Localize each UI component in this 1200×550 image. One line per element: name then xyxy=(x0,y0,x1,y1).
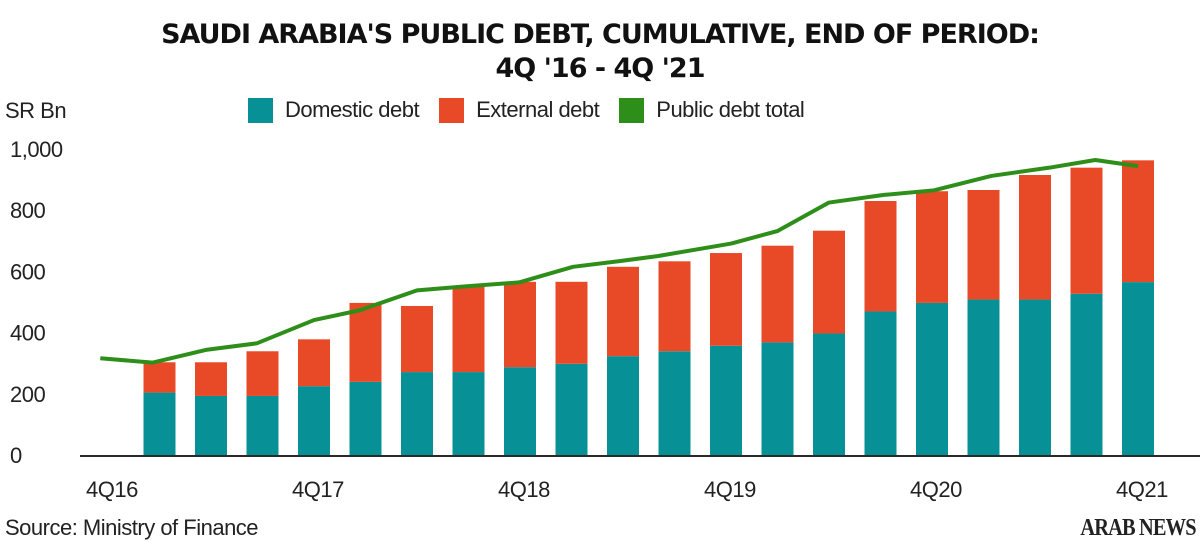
title-line-1: SAUDI ARABIA'S PUBLIC DEBT, CUMULATIVE, … xyxy=(161,19,1040,50)
bar-external xyxy=(1070,167,1103,294)
bar-external xyxy=(452,286,485,373)
y-tick-label: 200 xyxy=(10,382,45,407)
bar-domestic xyxy=(813,333,845,455)
bar-external xyxy=(401,305,433,373)
bar-domestic xyxy=(298,386,330,455)
bar-domestic xyxy=(864,311,897,455)
bar-external xyxy=(658,261,691,352)
bar-domestic xyxy=(401,372,433,455)
bar-domestic xyxy=(916,302,948,455)
bar-domestic xyxy=(761,342,794,455)
bar-domestic xyxy=(452,372,485,455)
bar-external xyxy=(967,190,1000,300)
source-note: Source: Ministry of Finance xyxy=(5,515,259,540)
y-tick-label: 800 xyxy=(10,198,45,223)
title-line-2: 4Q '16 - 4Q '21 xyxy=(495,53,706,84)
bar-domestic xyxy=(246,395,279,455)
y-axis-unit: SR Bn xyxy=(5,98,67,123)
x-tick-label: 4Q18 xyxy=(498,477,550,502)
legend-item-domestic: Domestic debt xyxy=(248,97,420,123)
bar-external xyxy=(916,191,948,303)
legend-item-total: Public debt total xyxy=(619,97,805,123)
bar-domestic xyxy=(1122,282,1154,455)
arab-news-logo: ARAB NEWS xyxy=(1080,515,1197,541)
bar-domestic xyxy=(143,392,176,455)
x-tick-label: 4Q16 xyxy=(86,477,138,502)
bar-domestic xyxy=(607,356,639,455)
bar-external xyxy=(143,362,176,393)
legend-label-total: Public debt total xyxy=(656,97,805,122)
legend-label-external: External debt xyxy=(476,97,600,122)
bar-domestic xyxy=(349,381,382,455)
bar-external xyxy=(504,281,536,368)
chart-title: SAUDI ARABIA'S PUBLIC DEBT, CUMULATIVE, … xyxy=(0,18,1200,86)
bar-domestic xyxy=(504,367,536,455)
y-tick-label: 0 xyxy=(10,443,22,468)
bar-external xyxy=(1122,160,1154,283)
x-tick-label: 4Q20 xyxy=(910,477,962,502)
legend-swatch-domestic xyxy=(248,97,273,123)
bar-external xyxy=(761,245,794,343)
x-tick-label: 4Q19 xyxy=(704,477,756,502)
legend-swatch-total xyxy=(619,97,645,123)
y-tick-label: 600 xyxy=(10,259,45,284)
y-tick-label: 1,000 xyxy=(10,137,63,162)
bar-domestic xyxy=(1019,299,1051,455)
bar-external xyxy=(298,339,330,387)
bar-domestic xyxy=(555,363,588,455)
bar-external xyxy=(607,266,639,357)
x-tick-label: 4Q17 xyxy=(292,477,344,502)
bar-domestic xyxy=(710,345,742,455)
legend-item-external: External debt xyxy=(439,97,600,123)
bar-domestic xyxy=(195,395,227,455)
bar-external xyxy=(813,230,845,334)
bar-external xyxy=(555,281,588,364)
bar-external xyxy=(864,201,897,312)
bar-external xyxy=(246,351,279,396)
legend-label-domestic: Domestic debt xyxy=(285,97,420,122)
bar-domestic xyxy=(967,299,1000,455)
bar-external xyxy=(1019,175,1051,300)
y-tick-label: 400 xyxy=(10,321,45,346)
bar-external xyxy=(195,362,227,396)
legend-swatch-external xyxy=(439,97,465,123)
bar-external xyxy=(349,302,382,382)
x-tick-label: 4Q21 xyxy=(1116,477,1168,502)
bar-external xyxy=(710,253,742,346)
legend: Domestic debt External debt Public debt … xyxy=(248,97,824,123)
bar-domestic xyxy=(1070,293,1103,455)
bar-domestic xyxy=(658,351,691,455)
